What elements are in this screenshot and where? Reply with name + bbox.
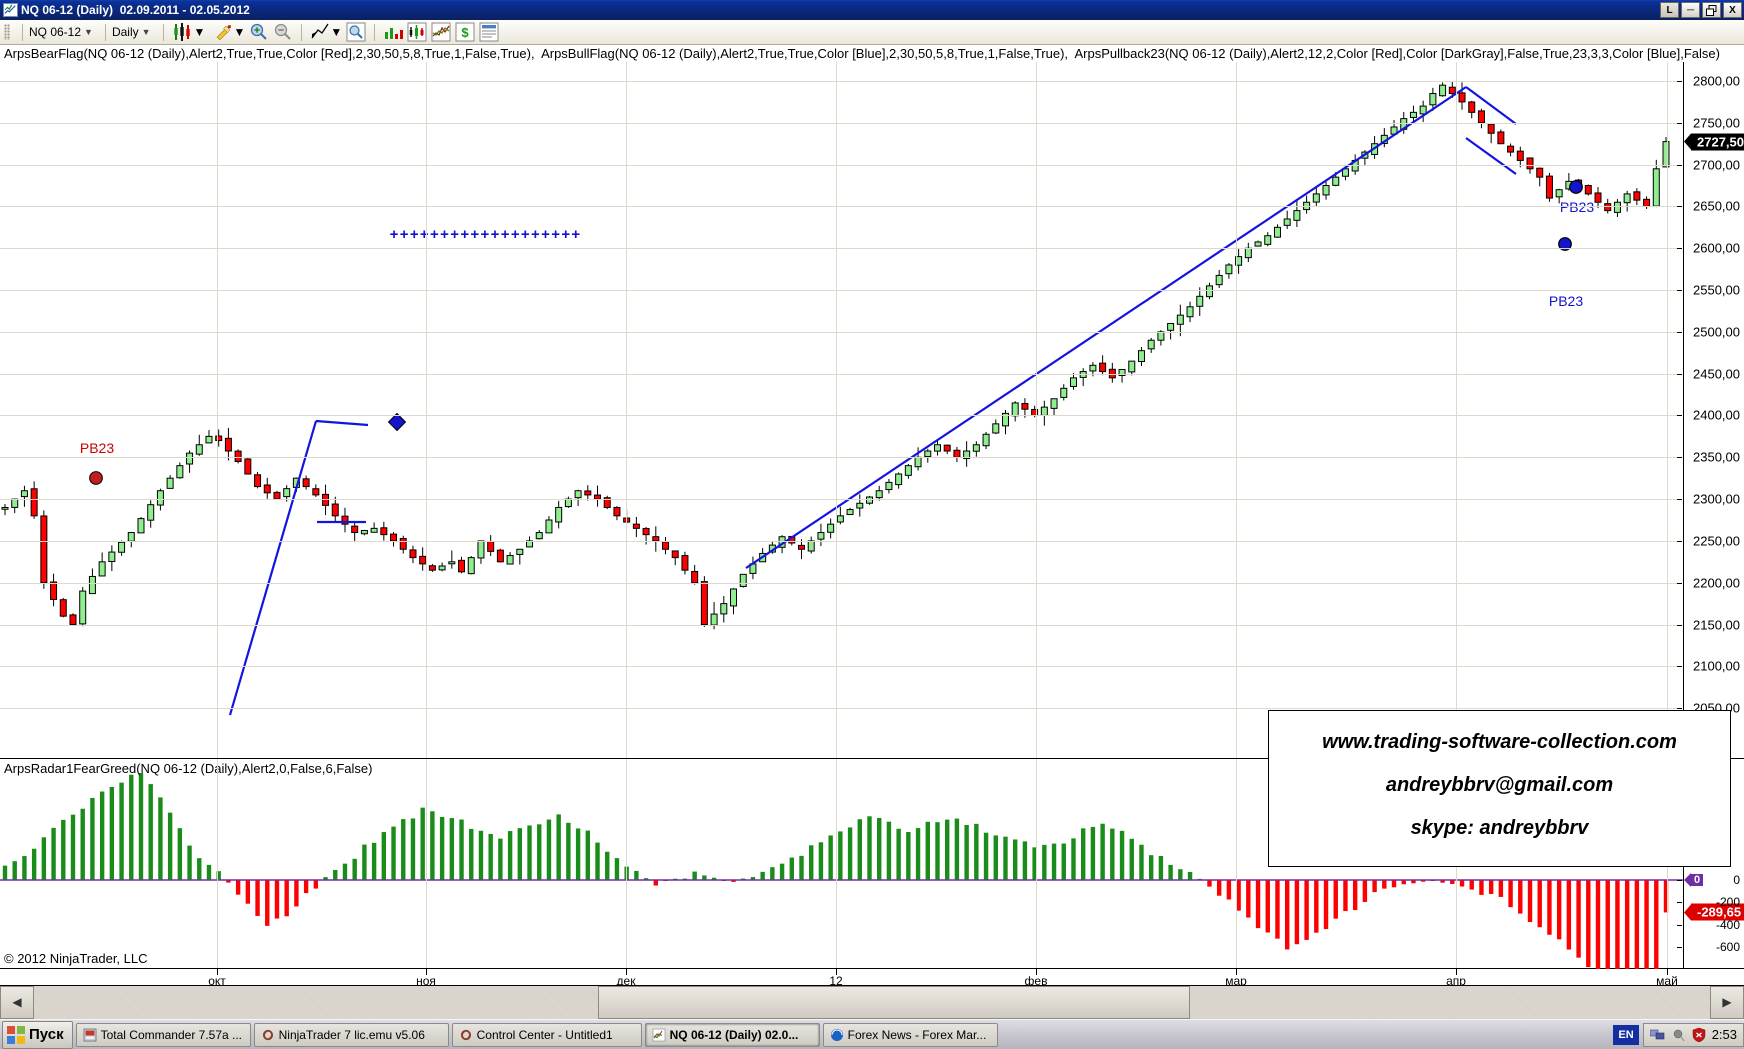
svg-text:PB23: PB23 (1549, 293, 1583, 309)
svg-text:+: + (460, 226, 469, 243)
svg-text:+: + (541, 226, 550, 243)
svg-text:+: + (571, 226, 580, 243)
svg-text:+: + (450, 226, 459, 243)
svg-text:+: + (440, 226, 449, 243)
svg-text:+: + (521, 226, 530, 243)
svg-text:+: + (410, 226, 419, 243)
svg-text:+: + (561, 226, 570, 243)
svg-text:+: + (551, 226, 560, 243)
svg-text:+: + (430, 226, 439, 243)
svg-text:+: + (420, 226, 429, 243)
svg-text:+: + (531, 226, 540, 243)
svg-text:+: + (501, 226, 510, 243)
svg-text:+: + (481, 226, 490, 243)
svg-text:+: + (470, 226, 479, 243)
svg-text:+: + (400, 226, 409, 243)
svg-text:PB23: PB23 (80, 440, 114, 456)
svg-text:+: + (390, 226, 399, 243)
svg-text:+: + (511, 226, 520, 243)
svg-text:+: + (491, 226, 500, 243)
svg-text:$: $ (462, 25, 470, 40)
